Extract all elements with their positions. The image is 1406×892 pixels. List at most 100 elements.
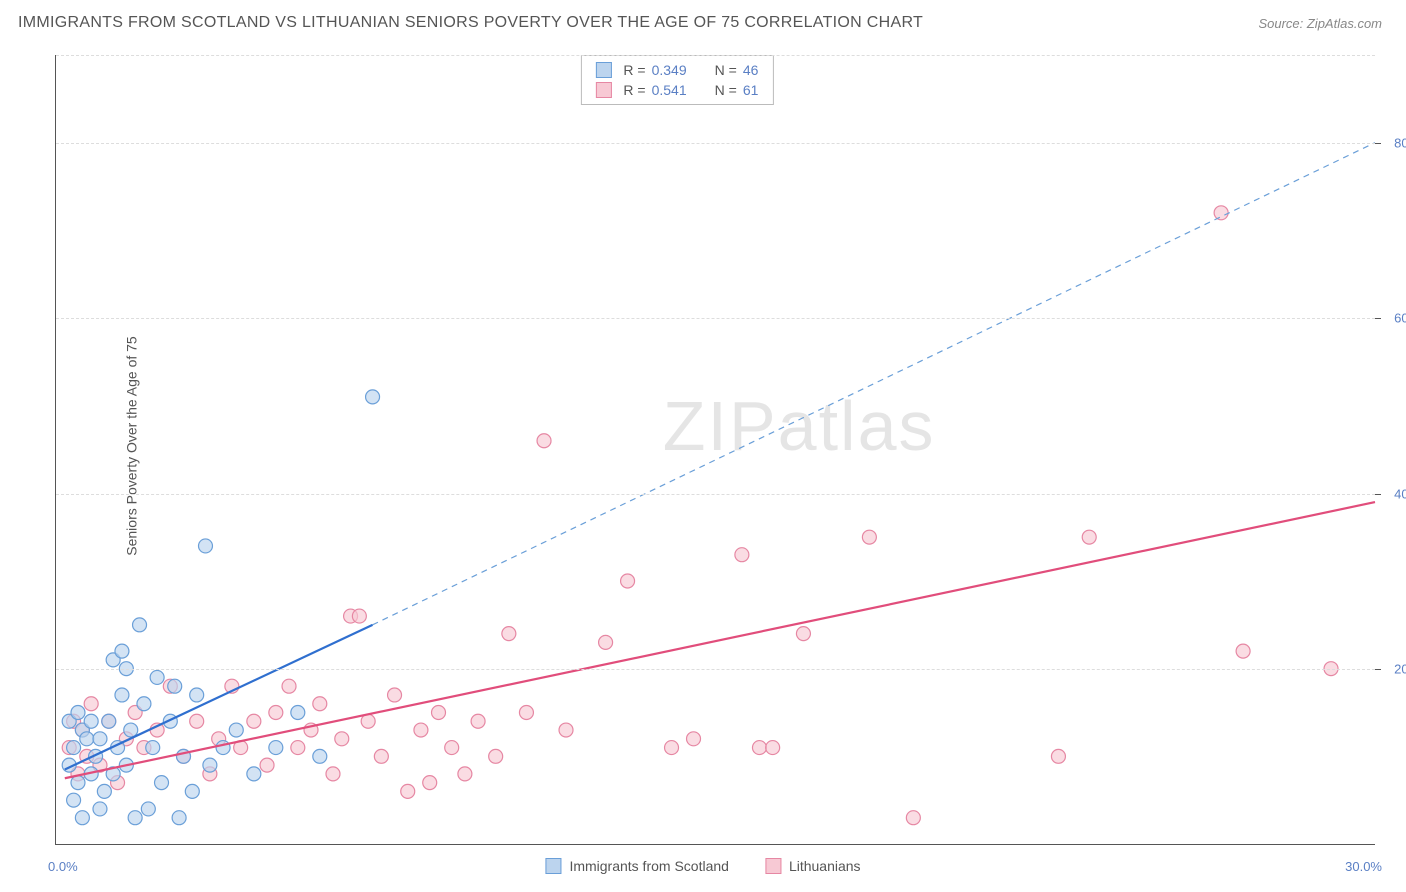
- data-point: [203, 758, 217, 772]
- y-tick: [1375, 318, 1381, 319]
- data-point: [155, 776, 169, 790]
- data-point: [93, 732, 107, 746]
- data-point: [80, 732, 94, 746]
- data-point: [766, 741, 780, 755]
- data-point: [599, 635, 613, 649]
- data-point: [168, 679, 182, 693]
- data-point: [229, 723, 243, 737]
- data-point: [190, 714, 204, 728]
- grid-line: [56, 55, 1375, 56]
- y-tick-label: 60.0%: [1394, 311, 1406, 326]
- data-point: [458, 767, 472, 781]
- data-point: [198, 539, 212, 553]
- data-point: [687, 732, 701, 746]
- data-point: [1214, 206, 1228, 220]
- data-point: [1051, 749, 1065, 763]
- data-point: [1082, 530, 1096, 544]
- y-tick-label: 80.0%: [1394, 135, 1406, 150]
- data-point: [133, 618, 147, 632]
- data-point: [93, 802, 107, 816]
- plot-area: ZIPatlas R = 0.349 N = 46 R = 0.541 N = …: [55, 55, 1375, 845]
- data-point: [313, 749, 327, 763]
- data-point: [84, 697, 98, 711]
- data-point: [665, 741, 679, 755]
- data-point: [414, 723, 428, 737]
- legend-label-scotland: Immigrants from Scotland: [569, 858, 729, 874]
- data-point: [71, 776, 85, 790]
- data-point: [291, 706, 305, 720]
- data-point: [326, 767, 340, 781]
- bottom-legend: Immigrants from Scotland Lithuanians: [545, 858, 860, 874]
- data-point: [621, 574, 635, 588]
- data-point: [735, 548, 749, 562]
- data-point: [269, 741, 283, 755]
- data-point: [172, 811, 186, 825]
- legend-item-scotland: Immigrants from Scotland: [545, 858, 729, 874]
- y-tick: [1375, 143, 1381, 144]
- data-point: [185, 784, 199, 798]
- data-point: [216, 741, 230, 755]
- grid-line: [56, 143, 1375, 144]
- data-point: [796, 627, 810, 641]
- data-point: [862, 530, 876, 544]
- legend-swatch-lithuanian: [765, 858, 781, 874]
- data-point: [67, 793, 81, 807]
- data-point: [260, 758, 274, 772]
- data-point: [291, 741, 305, 755]
- data-point: [137, 697, 151, 711]
- data-point: [366, 390, 380, 404]
- chart-title: IMMIGRANTS FROM SCOTLAND VS LITHUANIAN S…: [18, 14, 923, 32]
- legend-item-lithuanian: Lithuanians: [765, 858, 861, 874]
- y-tick-label: 40.0%: [1394, 486, 1406, 501]
- chart-container: IMMIGRANTS FROM SCOTLAND VS LITHUANIAN S…: [0, 0, 1406, 892]
- data-point: [432, 706, 446, 720]
- data-point: [71, 706, 85, 720]
- data-point: [124, 723, 138, 737]
- data-point: [282, 679, 296, 693]
- data-point: [102, 714, 116, 728]
- data-point: [423, 776, 437, 790]
- data-point: [489, 749, 503, 763]
- data-point: [84, 714, 98, 728]
- x-axis-origin-label: 0.0%: [48, 859, 78, 874]
- data-point: [352, 609, 366, 623]
- data-point: [537, 434, 551, 448]
- data-point: [335, 732, 349, 746]
- legend-swatch-scotland: [545, 858, 561, 874]
- source-attribution: Source: ZipAtlas.com: [1258, 16, 1382, 31]
- data-point: [752, 741, 766, 755]
- grid-line: [56, 669, 1375, 670]
- data-point: [269, 706, 283, 720]
- data-point: [1236, 644, 1250, 658]
- data-point: [141, 802, 155, 816]
- y-tick: [1375, 494, 1381, 495]
- data-point: [97, 784, 111, 798]
- data-point: [115, 644, 129, 658]
- data-point: [388, 688, 402, 702]
- y-tick-label: 20.0%: [1394, 662, 1406, 677]
- data-point: [115, 688, 129, 702]
- y-tick: [1375, 669, 1381, 670]
- legend-label-lithuanian: Lithuanians: [789, 858, 861, 874]
- data-point: [313, 697, 327, 711]
- data-point: [374, 749, 388, 763]
- data-point: [190, 688, 204, 702]
- data-point: [128, 811, 142, 825]
- data-point: [401, 784, 415, 798]
- data-point: [67, 741, 81, 755]
- x-axis-end-label: 30.0%: [1345, 859, 1382, 874]
- data-point: [75, 811, 89, 825]
- trend-line: [65, 502, 1375, 778]
- data-point: [247, 714, 261, 728]
- data-point: [150, 670, 164, 684]
- data-point: [519, 706, 533, 720]
- data-point: [146, 741, 160, 755]
- trend-line: [373, 143, 1375, 625]
- data-point: [559, 723, 573, 737]
- data-point: [471, 714, 485, 728]
- data-point: [445, 741, 459, 755]
- data-point: [906, 811, 920, 825]
- data-point: [247, 767, 261, 781]
- scatter-svg: [56, 55, 1375, 844]
- grid-line: [56, 318, 1375, 319]
